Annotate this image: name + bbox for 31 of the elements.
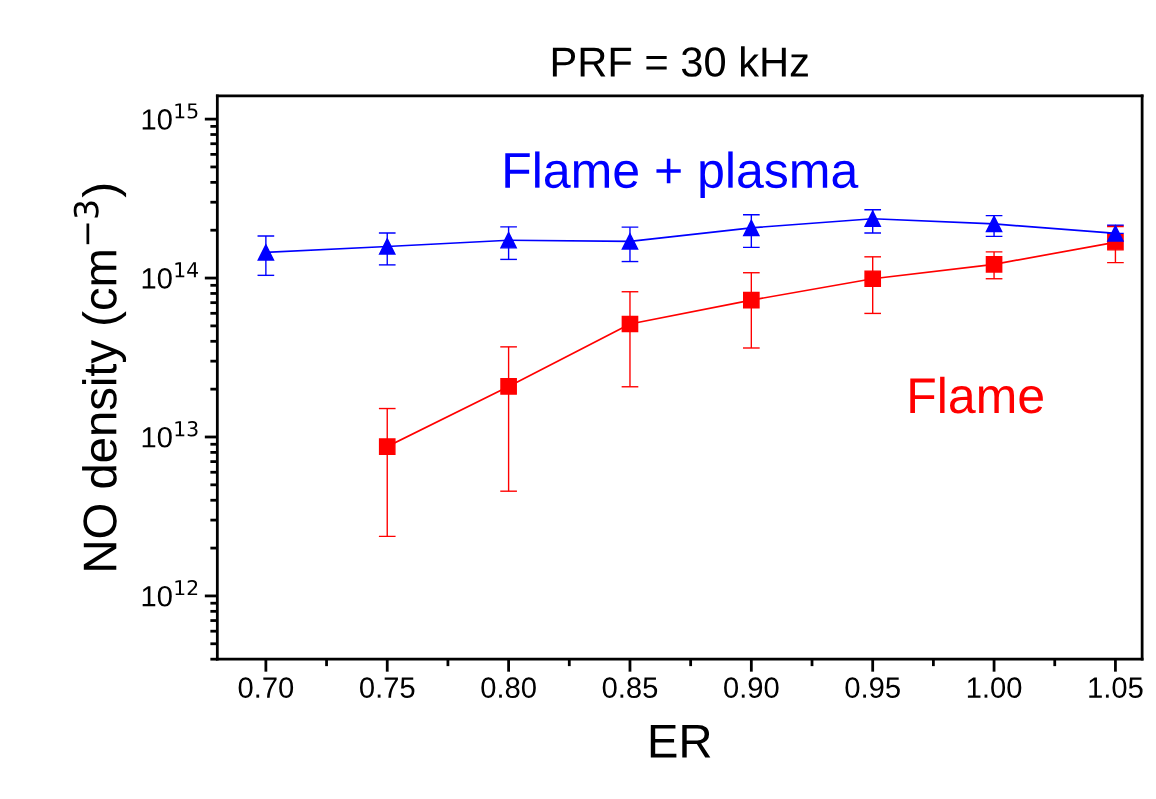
y-tick-label: 10$^{14}$ xyxy=(142,262,199,289)
x-tick-label: 0.75 xyxy=(360,677,415,698)
point xyxy=(985,215,1003,233)
point xyxy=(864,270,882,288)
x-tick-label: 0.90 xyxy=(724,677,779,698)
point xyxy=(378,438,396,455)
x-tick-label: 0.70 xyxy=(238,677,294,698)
point xyxy=(1107,225,1124,242)
point xyxy=(500,378,517,395)
point xyxy=(621,233,639,250)
y-tick-label: 10$^{12}$ xyxy=(142,579,198,607)
x-tick-label: 0.85 xyxy=(602,677,658,698)
point xyxy=(985,255,1003,273)
y-tick-label: 10$^{13}$ xyxy=(142,421,198,448)
y-axis-title: NO density (cm$^{−3}$) xyxy=(73,184,127,570)
point xyxy=(742,291,760,309)
point xyxy=(742,219,760,237)
x-tick-label: 0.80 xyxy=(481,677,536,698)
series-label: Flame + plasma xyxy=(505,151,859,199)
x-tick-label: 0.95 xyxy=(845,677,900,698)
point xyxy=(257,244,275,261)
series-label: Flame xyxy=(910,376,1043,414)
x-axis-title: ER xyxy=(650,724,711,758)
x-tick-label: 1.05 xyxy=(1089,677,1143,698)
point xyxy=(378,238,396,255)
point xyxy=(621,315,639,333)
chart-title: PRF = 30 kHz xyxy=(552,46,808,77)
point xyxy=(864,210,882,228)
y-tick-label: 10$^{15}$ xyxy=(142,103,198,130)
x-tick-label: 1.00 xyxy=(967,677,1022,698)
point xyxy=(500,231,517,249)
